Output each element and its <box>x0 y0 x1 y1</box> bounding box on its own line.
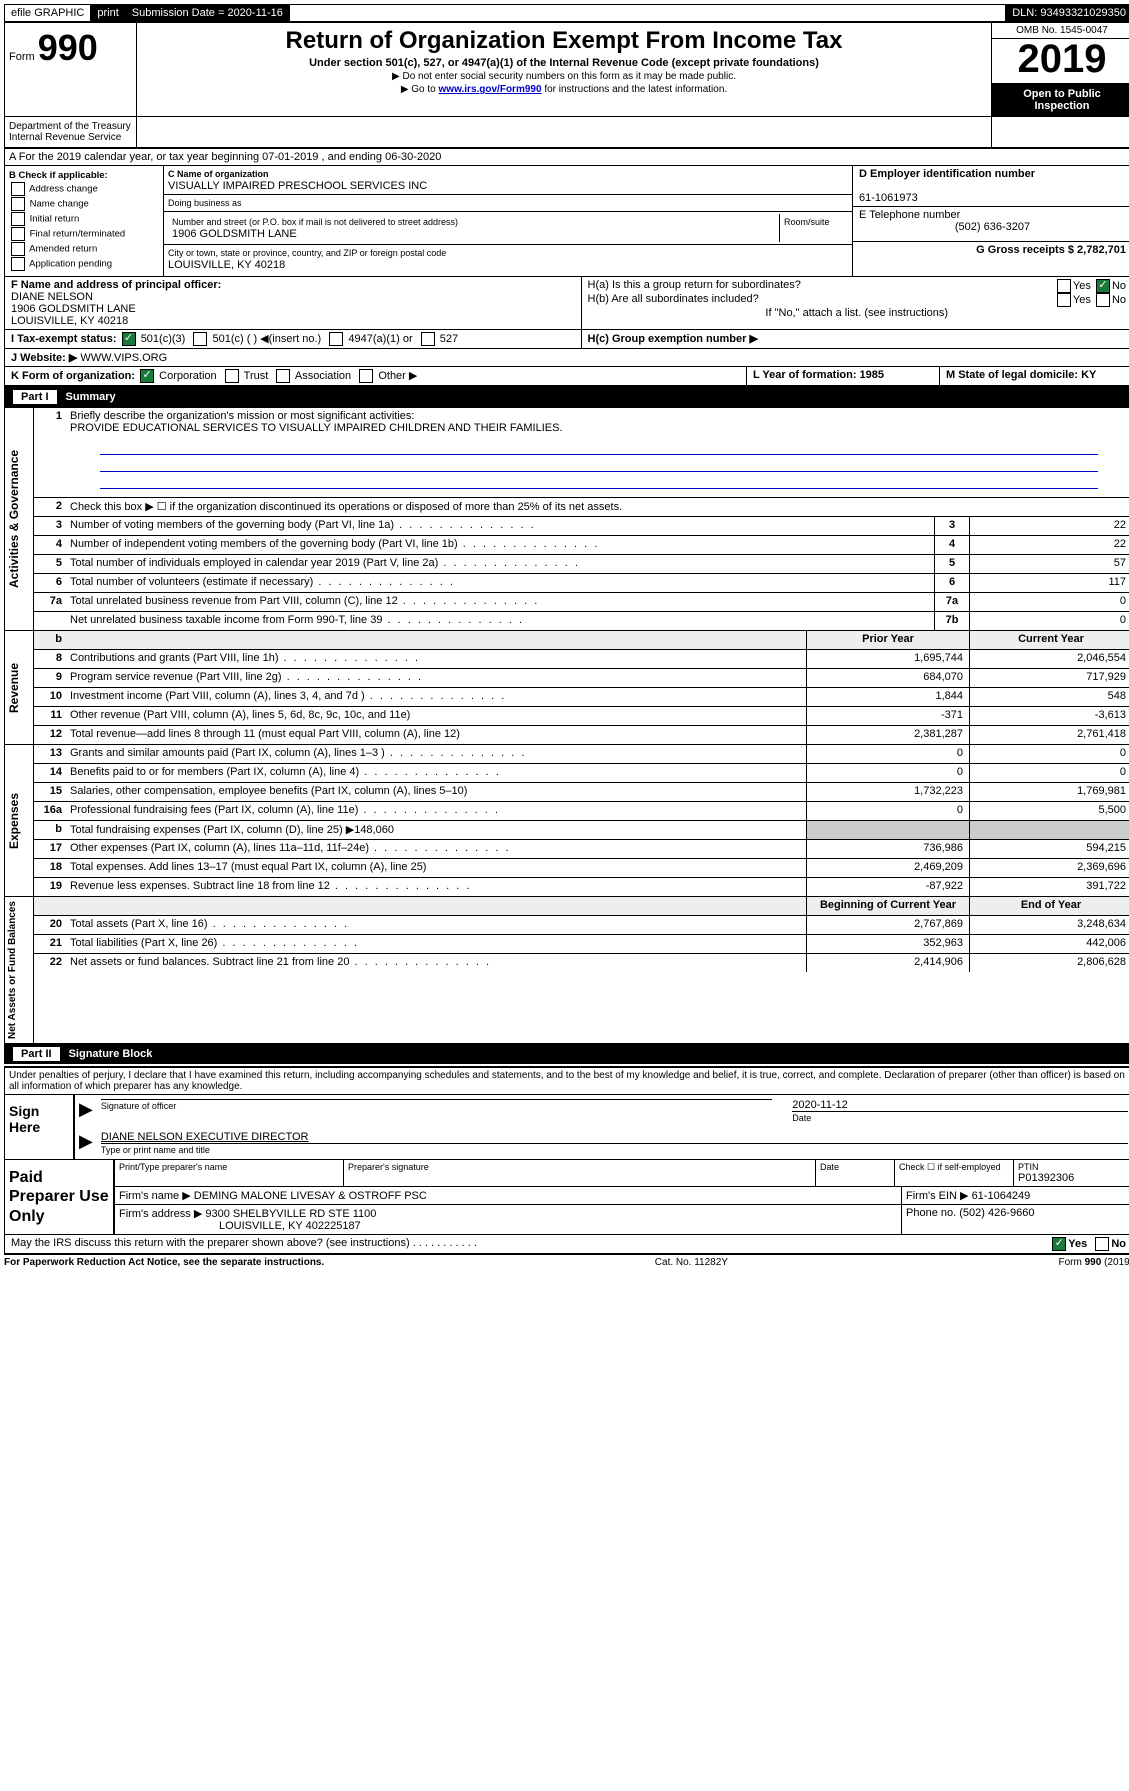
part1-net-assets: Net Assets or Fund Balances Beginning of… <box>4 897 1129 1044</box>
ein: 61-1061973 <box>859 192 918 204</box>
page-footer: For Paperwork Reduction Act Notice, see … <box>4 1254 1129 1270</box>
sign-here-label: Sign Here <box>5 1095 73 1159</box>
firm-phone: (502) 426-9660 <box>959 1207 1034 1219</box>
part-2-header: Part II Signature Block <box>4 1044 1129 1064</box>
section-j: J Website: ▶ WWW.VIPS.ORG <box>4 349 1129 367</box>
org-info-grid: B Check if applicable: Address change Na… <box>4 166 1129 277</box>
subtitle: Under section 501(c), 527, or 4947(a)(1)… <box>141 57 987 69</box>
form-number-box: Form 990 <box>5 23 137 116</box>
line5-val: 57 <box>969 555 1129 573</box>
org-name: VISUALLY IMPAIRED PRESCHOOL SERVICES INC <box>168 180 427 192</box>
telephone: (502) 636-3207 <box>859 221 1126 233</box>
part1-expenses: Expenses 13Grants and similar amounts pa… <box>4 745 1129 897</box>
print-button[interactable]: print <box>91 5 125 21</box>
section-b-checkboxes: B Check if applicable: Address change Na… <box>5 166 164 276</box>
irs-link[interactable]: www.irs.gov/Form990 <box>439 84 542 95</box>
firm-name: DEMING MALONE LIVESAY & OSTROFF PSC <box>194 1190 427 1202</box>
note-ssn: ▶ Do not enter social security numbers o… <box>141 71 987 82</box>
line6-val: 117 <box>969 574 1129 592</box>
line3-val: 22 <box>969 517 1129 535</box>
dln-label: DLN: 93493321029350 <box>1005 5 1129 21</box>
part1-governance: Activities & Governance 1 Briefly descri… <box>4 407 1129 631</box>
firm-addr1: 9300 SHELBYVILLE RD STE 1100 <box>205 1208 376 1220</box>
discuss-question: May the IRS discuss this return with the… <box>11 1237 477 1251</box>
line7a-val: 0 <box>969 593 1129 611</box>
toolbar-spacer <box>290 5 1005 21</box>
title-box: Return of Organization Exempt From Incom… <box>137 23 991 116</box>
efile-graphic-label: efile GRAPHIC <box>5 5 91 21</box>
section-klm: K Form of organization: ✓ Corporation Tr… <box>4 367 1129 387</box>
header-right: OMB No. 1545-0047 2019 Open to Public In… <box>991 23 1129 116</box>
perjury-declaration: Under penalties of perjury, I declare th… <box>5 1068 1129 1095</box>
line7b-val: 0 <box>969 612 1129 630</box>
part1-revenue: Revenue bPrior YearCurrent Year 8Contrib… <box>4 631 1129 745</box>
section-a-tax-year: A For the 2019 calendar year, or tax yea… <box>4 148 1129 166</box>
signature-date: 2020-11-12 <box>792 1099 847 1111</box>
year-formation: L Year of formation: 1985 <box>753 369 884 381</box>
top-toolbar: efile GRAPHIC print Submission Date = 20… <box>4 4 1129 23</box>
gross-receipts: G Gross receipts $ 2,782,701 <box>976 244 1126 256</box>
submission-date: Submission Date = 2020-11-16 <box>126 5 290 21</box>
section-i: I Tax-exempt status: ✓ 501(c)(3) 501(c) … <box>4 330 1129 349</box>
signature-block: Under penalties of perjury, I declare th… <box>4 1066 1129 1254</box>
page-title: Return of Organization Exempt From Incom… <box>141 27 987 55</box>
officer-name: DIANE NELSON <box>11 291 93 303</box>
website[interactable]: WWW.VIPS.ORG <box>80 352 167 364</box>
part-1-header: Part I Summary <box>4 387 1129 407</box>
paid-preparer-label: Paid Preparer Use Only <box>5 1160 113 1234</box>
line4-val: 22 <box>969 536 1129 554</box>
mission-text: PROVIDE EDUCATIONAL SERVICES TO VISUALLY… <box>70 422 562 434</box>
officer-signature: DIANE NELSON EXECUTIVE DIRECTOR <box>101 1131 309 1143</box>
tax-year: 2019 <box>992 39 1129 84</box>
section-deg: D Employer identification number 61-1061… <box>852 166 1129 276</box>
form-header: Form 990 Return of Organization Exempt F… <box>4 23 1129 116</box>
dept-row: Department of the Treasury Internal Reve… <box>4 116 1129 148</box>
firm-ein: 61-1064249 <box>972 1190 1031 1202</box>
org-street: 1906 GOLDSMITH LANE <box>172 228 297 240</box>
form-990: 990 <box>38 27 98 68</box>
firm-addr2: LOUISVILLE, KY 402225187 <box>219 1220 361 1232</box>
section-fh: F Name and address of principal officer:… <box>4 277 1129 330</box>
org-city: LOUISVILLE, KY 40218 <box>168 259 285 271</box>
form-label: Form <box>9 51 35 63</box>
dept-treasury: Department of the Treasury Internal Reve… <box>5 116 137 147</box>
section-c-name-address: C Name of organization VISUALLY IMPAIRED… <box>164 166 852 276</box>
state-domicile: M State of legal domicile: KY <box>946 369 1096 381</box>
open-public-badge: Open to Public Inspection <box>992 84 1129 116</box>
note-link: ▶ Go to www.irs.gov/Form990 for instruct… <box>141 84 987 95</box>
ptin: P01392306 <box>1018 1172 1074 1184</box>
